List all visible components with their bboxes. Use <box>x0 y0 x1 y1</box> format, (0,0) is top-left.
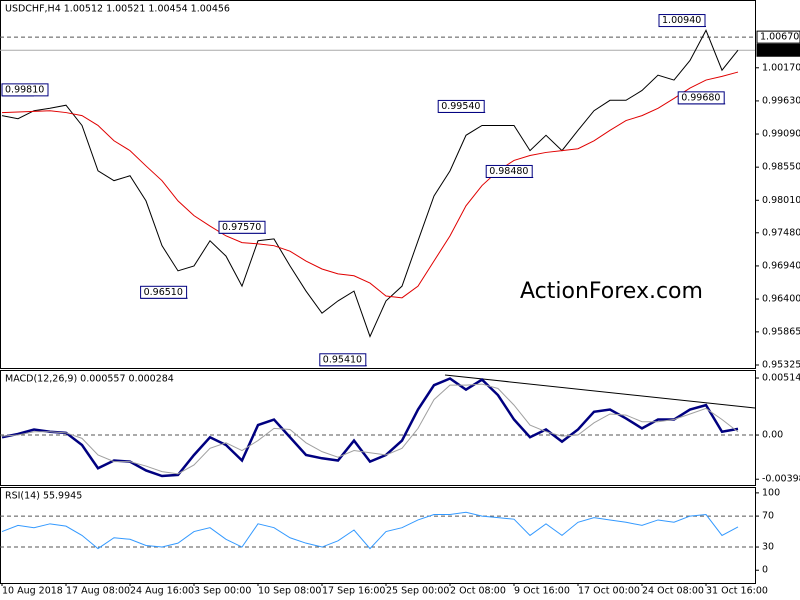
series-line <box>1 29 739 338</box>
series-line <box>1 511 739 550</box>
x-tick-label: 9 Oct 16:00 <box>514 586 570 597</box>
level-box <box>756 30 800 44</box>
series-line <box>1 383 739 475</box>
annotation-label: 0.99680 <box>681 92 720 103</box>
annotation-box <box>319 353 367 367</box>
x-tick-label: 17 Oct 00:00 <box>578 586 640 597</box>
y-tick-label: 1.00170 <box>762 62 800 73</box>
annotation-label: 0.97570 <box>222 222 261 233</box>
panel-title: USDCHF,H4 1.00512 1.00521 1.00454 1.0045… <box>5 4 230 15</box>
panel-frame <box>0 0 756 369</box>
level-label: 1.00456 <box>760 45 799 56</box>
x-tick-label: 31 Oct 16:00 <box>706 586 768 597</box>
annotation-label: 0.96510 <box>144 287 183 298</box>
x-tick-label: 3 Sep 00:00 <box>194 586 251 597</box>
x-tick-label: 2 Oct 08:00 <box>450 586 506 597</box>
y-tick-label: 0.99090 <box>762 129 800 140</box>
y-tick-label: 0.95325 <box>762 359 800 370</box>
series-line <box>1 71 739 299</box>
x-tick-label: 17 Aug 08:00 <box>66 586 130 597</box>
panel-title: RSI(14) 55.9945 <box>5 491 82 502</box>
annotation-box <box>1 83 49 97</box>
annotation-box <box>218 220 266 234</box>
panel-title: MACD(12,26,9) 0.000557 0.000284 <box>5 374 174 385</box>
panel-frame <box>0 370 756 486</box>
y-tick-label: 0.96400 <box>762 294 800 305</box>
y-tick-label: 0.98010 <box>762 195 800 206</box>
y-tick-label: 70 <box>762 511 774 522</box>
annotation-label: 0.99540 <box>441 101 480 112</box>
watermark: ActionForex.com <box>520 279 703 304</box>
y-tick-label: 0.95865 <box>762 326 800 337</box>
y-tick-label: 0.96940 <box>762 260 800 271</box>
annotation-box <box>140 285 188 299</box>
y-tick-label: 0.99630 <box>762 95 800 106</box>
annotation-label: 1.00940 <box>662 15 701 26</box>
annotation-box <box>485 164 533 178</box>
level-box <box>756 43 800 57</box>
annotation-label: 0.98480 <box>489 166 528 177</box>
x-tick-label: 10 Aug 2018 <box>2 586 63 597</box>
y-tick-label: 100 <box>762 487 780 498</box>
annotation-box <box>677 91 725 105</box>
y-tick-label: 0 <box>762 565 768 576</box>
annotation-box <box>658 14 706 28</box>
y-tick-label: 0.005145 <box>762 373 800 384</box>
annotation-box <box>437 99 485 113</box>
y-tick-label: 0.00 <box>762 430 783 441</box>
macd-trendline <box>444 374 756 409</box>
x-tick-label: 10 Sep 08:00 <box>258 586 321 597</box>
x-tick-label: 24 Oct 08:00 <box>642 586 704 597</box>
annotation-label: 0.99810 <box>5 84 44 95</box>
x-tick-label: 25 Sep 00:00 <box>386 586 449 597</box>
panel-frame <box>0 487 756 584</box>
y-tick-label: -0.003989 <box>762 474 800 485</box>
x-tick-label: 17 Sep 16:00 <box>322 586 385 597</box>
x-tick-label: 24 Aug 16:00 <box>130 586 194 597</box>
level-label: 1.00670 <box>760 32 799 43</box>
y-tick-label: 30 <box>762 542 774 553</box>
y-tick-label: 0.98550 <box>762 162 800 173</box>
annotation-label: 0.95410 <box>323 354 362 365</box>
y-tick-label: 0.97480 <box>762 227 800 238</box>
